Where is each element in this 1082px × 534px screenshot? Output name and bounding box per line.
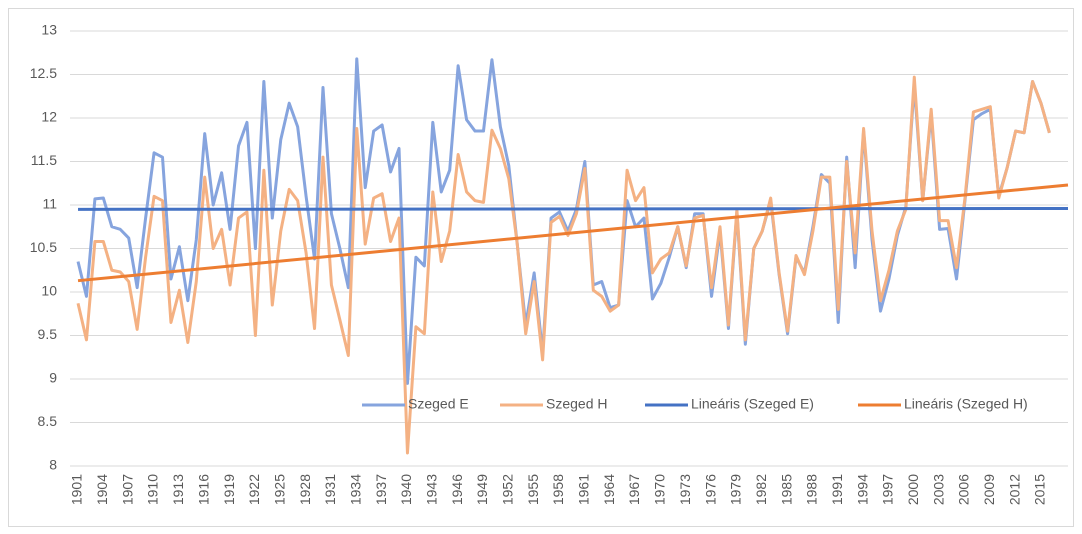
x-tick-label: 1901 <box>69 474 85 505</box>
x-tick-label: 2000 <box>905 474 921 505</box>
y-tick-label: 10.5 <box>30 239 57 255</box>
x-tick-label: 1955 <box>525 474 541 505</box>
y-tick-label: 8.5 <box>38 413 58 429</box>
legend-label: Lineáris (Szeged E) <box>691 396 814 412</box>
x-tick-label: 1919 <box>221 474 237 505</box>
x-tick-label: 2009 <box>981 474 997 505</box>
chart-frame <box>8 8 1074 527</box>
x-tick-label: 1991 <box>829 474 845 505</box>
y-tick-label: 13 <box>41 22 57 38</box>
x-tick-label: 1958 <box>550 474 566 505</box>
x-tick-label: 1940 <box>398 474 414 505</box>
x-tick-label: 2006 <box>956 474 972 505</box>
x-tick-label: 2012 <box>1006 474 1022 505</box>
x-tick-label: 2015 <box>1032 474 1048 505</box>
trend-line <box>77 183 1069 283</box>
y-tick-label: 11 <box>42 196 57 212</box>
y-tick-label: 10 <box>41 283 57 299</box>
x-tick-label: 1970 <box>652 474 668 505</box>
x-tick-label: 1961 <box>576 474 592 505</box>
x-tick-label: 1982 <box>753 474 769 505</box>
trend-line <box>78 206 1069 211</box>
series-line <box>76 57 1051 385</box>
x-tick-label: 1967 <box>626 474 642 505</box>
y-tick-label: 12 <box>41 109 57 125</box>
x-tick-label: 1985 <box>778 474 794 505</box>
x-tick-label: 1904 <box>94 474 110 505</box>
x-tick-label: 1997 <box>880 474 896 505</box>
y-tick-label: 8 <box>49 457 57 473</box>
x-tick-label: 1976 <box>702 474 718 505</box>
x-tick-label: 1937 <box>373 474 389 505</box>
x-tick-label: 1952 <box>500 474 516 505</box>
x-tick-label: 1925 <box>271 474 287 505</box>
x-tick-label: 1922 <box>246 474 262 505</box>
x-tick-label: 1973 <box>677 474 693 505</box>
legend-label: Szeged E <box>408 396 469 412</box>
x-tick-label: 2003 <box>930 474 946 505</box>
series-line <box>76 75 1051 455</box>
x-tick-label: 1928 <box>297 474 313 505</box>
x-tick-label: 1988 <box>804 474 820 505</box>
y-tick-label: 9.5 <box>38 326 58 342</box>
x-tick-label: 1979 <box>728 474 744 505</box>
x-tick-label: 1934 <box>347 474 363 505</box>
x-tick-label: 1946 <box>449 474 465 505</box>
x-tick-label: 1994 <box>854 474 870 505</box>
x-tick-label: 1943 <box>424 474 440 505</box>
x-tick-label: 1910 <box>145 474 161 505</box>
y-tick-label: 11.5 <box>31 152 57 168</box>
x-tick-label: 1916 <box>195 474 211 505</box>
x-tick-label: 1964 <box>601 474 617 505</box>
x-tick-label: 1913 <box>170 474 186 505</box>
x-tick-label: 1949 <box>474 474 490 505</box>
y-tick-label: 9 <box>49 370 57 386</box>
legend-label: Lineáris (Szeged H) <box>904 396 1028 412</box>
y-tick-label: 12.5 <box>30 65 57 81</box>
x-tick-label: 1931 <box>322 474 338 505</box>
legend-label: Szeged H <box>546 396 607 412</box>
x-tick-label: 1907 <box>119 474 135 505</box>
